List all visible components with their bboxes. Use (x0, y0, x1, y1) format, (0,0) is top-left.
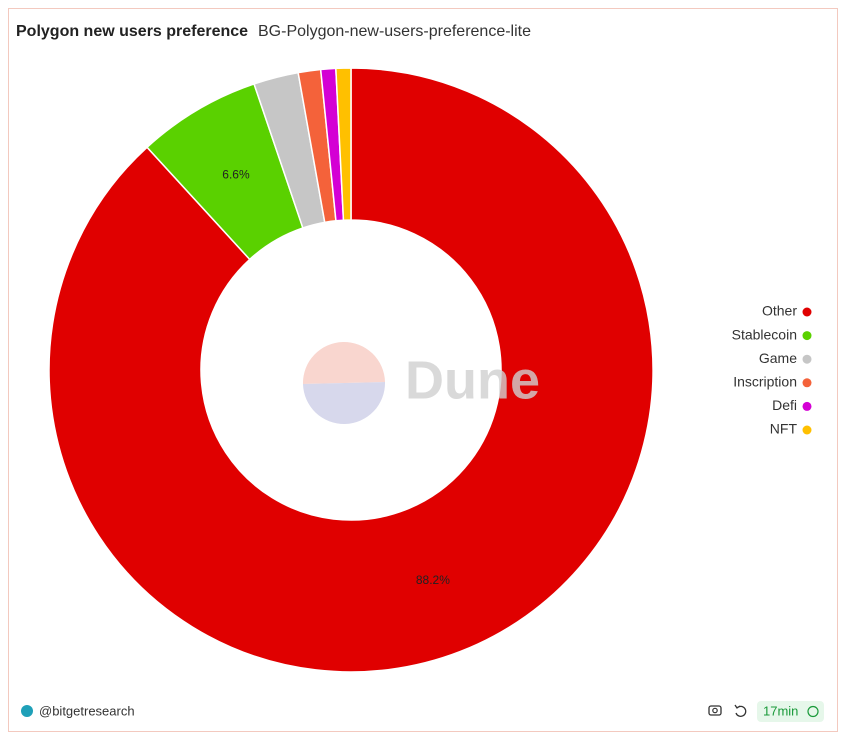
legend: Other Stablecoin Game Inscription Defi NFT (732, 303, 812, 437)
data-label: 88.2% (416, 573, 450, 587)
legend-label: Stablecoin (732, 326, 797, 342)
legend-swatch (802, 307, 812, 317)
legend-label: Other (762, 303, 797, 319)
donut: 88.2% 6.6% (48, 67, 654, 673)
age: 17min (763, 703, 798, 718)
slice (335, 67, 352, 221)
refresh-icon[interactable] (734, 704, 747, 717)
data-label: 6.6% (222, 168, 250, 182)
legend-swatch (802, 354, 812, 364)
legend-label: NFT (770, 421, 798, 437)
legend-label: Defi (772, 397, 797, 413)
chart-title: Polygon new users preference (16, 23, 248, 40)
watermark-logo-bottom (303, 382, 386, 425)
legend-swatch (802, 378, 812, 388)
watermark: Dune (302, 341, 540, 425)
legend-label: Inscription (733, 374, 797, 390)
slice (48, 67, 654, 673)
legend-swatch (802, 331, 812, 341)
author-avatar (21, 705, 33, 717)
age-badge (757, 701, 824, 722)
chart-subtitle: BG-Polygon-new-users-preference-lite (258, 23, 531, 40)
watermark-text: Dune (405, 350, 540, 410)
legend-label: Game (759, 350, 797, 366)
legend-swatch (802, 401, 812, 411)
author[interactable]: @bitgetresearch (39, 703, 135, 718)
legend-swatch (802, 425, 812, 435)
check-icon (807, 705, 819, 718)
camera-icon[interactable] (708, 705, 722, 716)
watermark-logo-top (302, 341, 385, 384)
